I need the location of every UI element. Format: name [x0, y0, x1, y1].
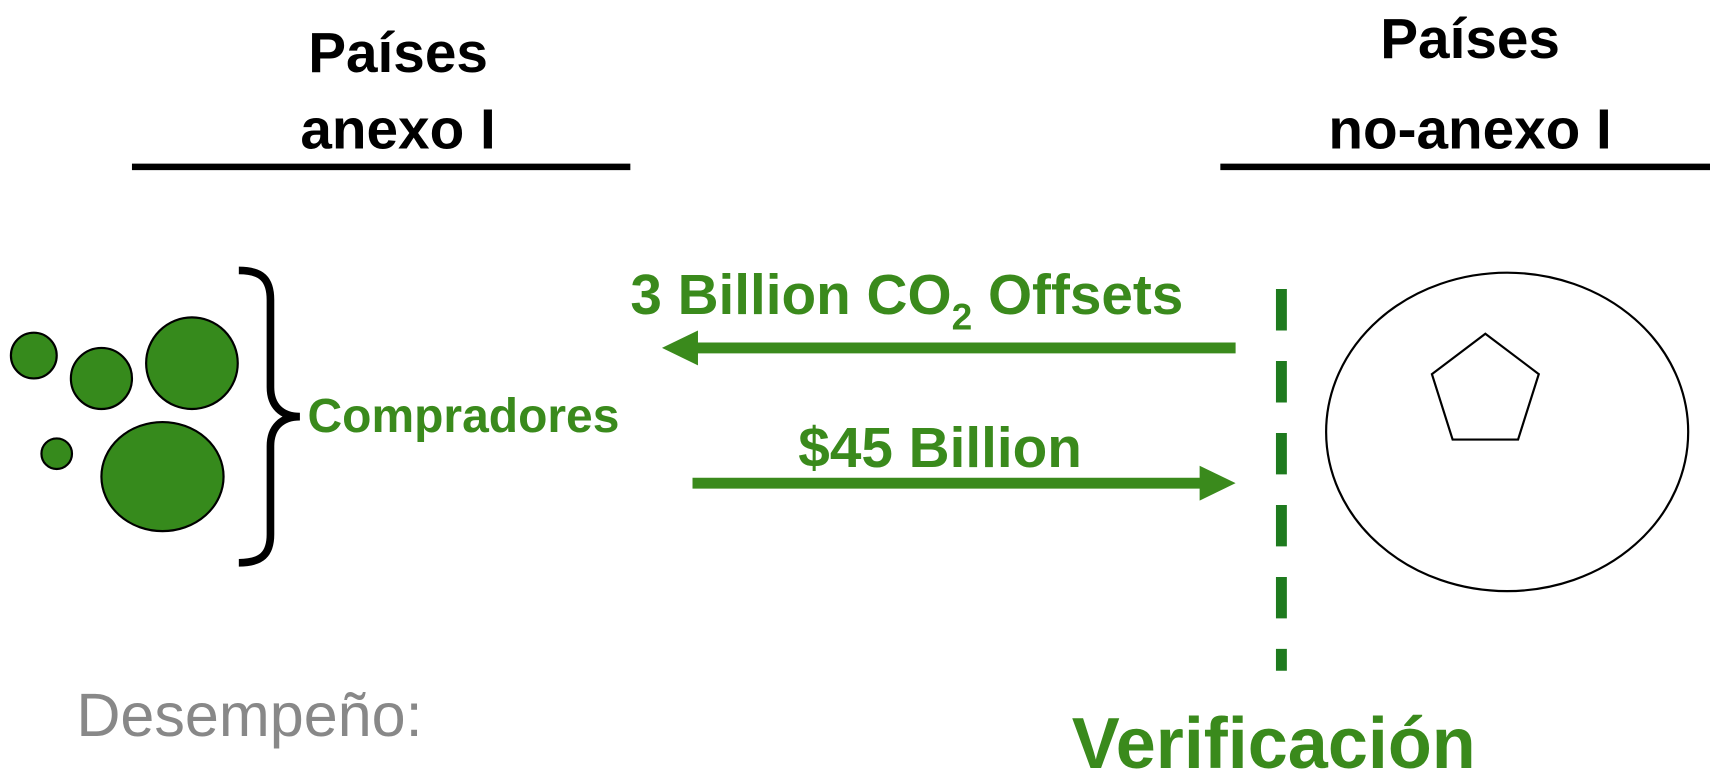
- circle: [100, 420, 225, 533]
- right-header-line2: no-anexo I: [1328, 98, 1611, 161]
- circle: [9, 331, 58, 380]
- offsets-sub: 2: [952, 295, 973, 337]
- right-header-line1: Países: [1380, 8, 1560, 71]
- brace: [238, 266, 301, 567]
- circle: [40, 437, 74, 471]
- pentagon: [1430, 332, 1541, 441]
- circle: [69, 346, 134, 411]
- left-header-line2: anexo I: [300, 98, 495, 161]
- left-header-line1: Países: [308, 22, 488, 85]
- offsets-text: Offsets: [972, 264, 1183, 327]
- offsets-label: 3 Billion CO2 Offsets: [630, 264, 1183, 337]
- arrowhead: [661, 330, 698, 366]
- seller-ellipse: [1325, 271, 1690, 593]
- buyer-circles: [9, 316, 239, 533]
- circle: [145, 316, 239, 411]
- verification-label: Verificación: [1072, 704, 1476, 770]
- performance-label: Desempeño:: [76, 681, 422, 749]
- offsets-text: 3 Billion CO: [630, 264, 951, 327]
- arrowhead: [1199, 465, 1236, 501]
- buyers-label: Compradores: [308, 390, 620, 443]
- payment-label: $45 Billion: [798, 417, 1082, 480]
